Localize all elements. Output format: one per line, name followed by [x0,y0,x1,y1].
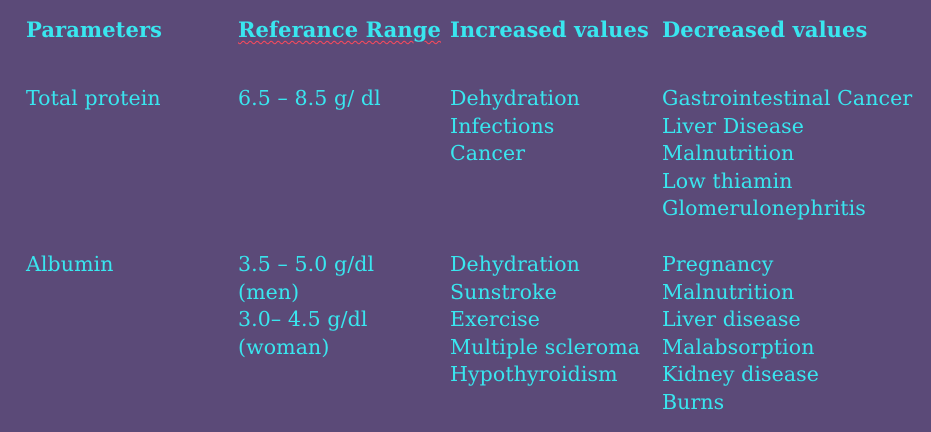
table-row-albumin: Albumin 3.5 – 5.0 g/dl (men) 3.0– 4.5 g/… [26,251,916,421]
range-line: 3.0– 4.5 g/dl [238,307,368,332]
increased-item: Multiple scleroma [450,334,641,359]
increased-item: Exercise [450,307,540,332]
decreased-item: Low thiamin [662,168,793,193]
table-header-row: Parameters Referance Range Increased val… [26,15,916,85]
header-reference-range: Referance Range [238,15,441,45]
range-line: (men) [238,279,300,304]
decreased-item: Burns [662,389,725,414]
decreased-item: Liver Disease [662,113,805,138]
decreased-item: Liver disease [662,307,801,332]
increased-item: Dehydration [450,86,580,110]
increased-item: Hypothyroidism [450,362,618,387]
decreased-total-protein: Gastrointestinal Cancer Liver Disease Ma… [662,85,912,223]
decreased-item: Pregnancy [662,252,774,276]
decreased-albumin: Pregnancy Malnutrition Liver disease Mal… [662,251,819,417]
table-row-total-protein: Total protein 6.5 – 8.5 g/ dl Dehydratio… [26,85,916,251]
parameters-table: Parameters Referance Range Increased val… [26,15,916,421]
decreased-item: Malnutrition [662,279,795,304]
header-parameters: Parameters [26,17,163,42]
header-increased-values: Increased values [450,17,649,42]
range-line: (woman) [238,334,330,359]
range-total-protein: 6.5 – 8.5 g/ dl [238,85,381,113]
decreased-item: Malabsorption [662,334,815,359]
increased-item: Cancer [450,141,526,166]
increased-total-protein: Dehydration Infections Cancer [450,85,580,168]
increased-item: Infections [450,113,555,138]
decreased-item: Kidney disease [662,362,820,387]
parameter-albumin: Albumin [26,252,114,276]
range-albumin: 3.5 – 5.0 g/dl (men) 3.0– 4.5 g/dl (woma… [238,251,374,361]
decreased-item: Glomerulonephritis [662,196,866,221]
parameter-total-protein: Total protein [26,86,161,110]
range-line: 3.5 – 5.0 g/dl [238,252,375,276]
increased-albumin: Dehydration Sunstroke Exercise Multiple … [450,251,640,389]
increased-item: Dehydration [450,252,580,276]
decreased-item: Malnutrition [662,141,795,166]
header-decreased-values: Decreased values [662,17,868,42]
range-line: 6.5 – 8.5 g/ dl [238,86,381,110]
increased-item: Sunstroke [450,279,557,304]
decreased-item: Gastrointestinal Cancer [662,86,913,110]
header-reference-range-text: Referance Range [238,17,441,42]
